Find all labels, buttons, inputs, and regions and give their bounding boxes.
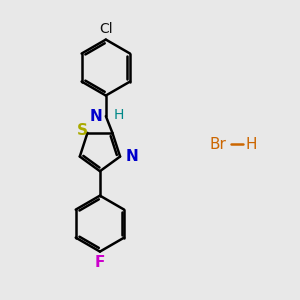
Text: H: H bbox=[113, 108, 124, 122]
Text: N: N bbox=[89, 109, 102, 124]
Text: S: S bbox=[77, 123, 88, 138]
Text: Br: Br bbox=[209, 136, 226, 152]
Text: N: N bbox=[126, 149, 139, 164]
Text: H: H bbox=[246, 136, 257, 152]
Text: F: F bbox=[95, 255, 105, 270]
Text: Cl: Cl bbox=[99, 22, 112, 36]
